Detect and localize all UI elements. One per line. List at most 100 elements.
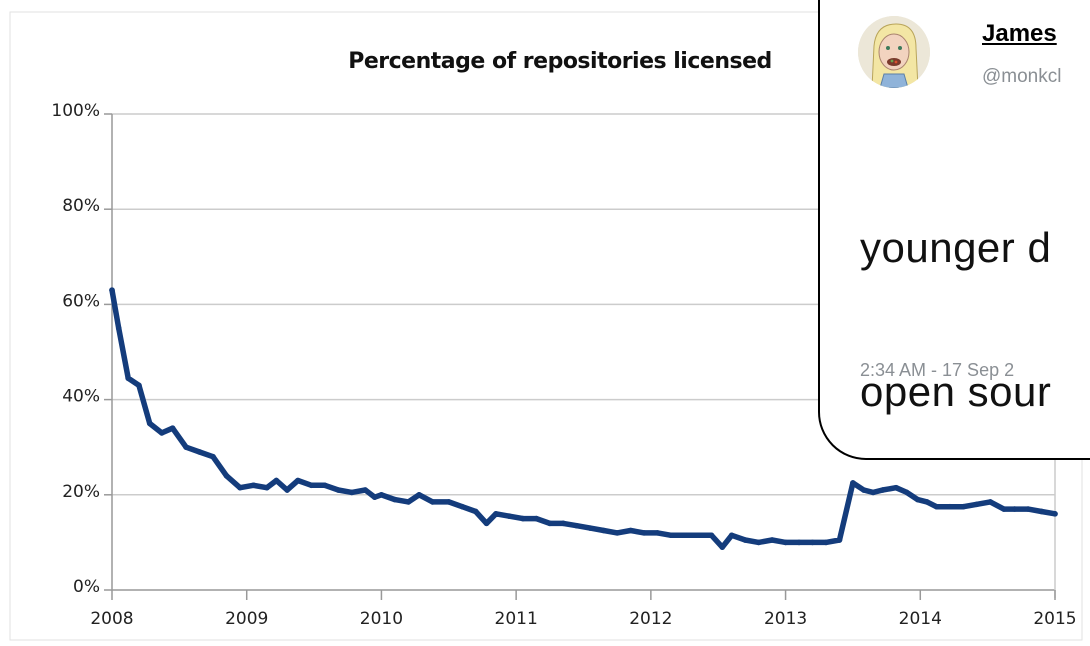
- data-point: [237, 484, 243, 491]
- y-tick-label: 20%: [62, 482, 100, 502]
- x-tick-label: 2011: [495, 609, 538, 629]
- data-point: [879, 487, 886, 493]
- data-point: [695, 532, 701, 539]
- data-point: [264, 484, 270, 491]
- data-point: [273, 477, 280, 484]
- data-point: [641, 530, 647, 536]
- data-point: [893, 484, 899, 491]
- data-point: [1052, 511, 1058, 517]
- y-tick-label: 100%: [51, 101, 100, 121]
- data-point: [405, 499, 412, 505]
- data-point: [974, 501, 980, 508]
- chart-title: Percentage of repositories licensed: [348, 49, 772, 74]
- x-tick-label: 2008: [90, 609, 133, 629]
- data-point: [115, 325, 122, 332]
- data-point: [1011, 506, 1018, 512]
- data-point: [284, 487, 290, 493]
- data-point: [924, 499, 930, 505]
- cartoon-avatar-icon[interactable]: [858, 16, 930, 88]
- data-point: [520, 515, 526, 522]
- data-point: [533, 515, 540, 522]
- data-point: [250, 482, 257, 489]
- data-point: [614, 530, 620, 536]
- x-tick-label: 2010: [360, 609, 403, 629]
- data-point: [809, 539, 816, 546]
- data-point: [169, 425, 176, 431]
- data-point: [159, 430, 165, 436]
- data-point: [850, 480, 856, 486]
- x-tick-label: 2009: [225, 609, 268, 629]
- x-tick-label: 2013: [764, 609, 807, 629]
- tweet-text: younger d open sour governanc: [860, 128, 1061, 458]
- data-point: [416, 492, 422, 498]
- data-point: [668, 532, 674, 539]
- data-point: [681, 532, 688, 539]
- data-point: [183, 444, 189, 451]
- x-tick-label: 2015: [1033, 609, 1076, 629]
- data-point: [914, 496, 921, 503]
- y-tick-label: 40%: [62, 387, 100, 407]
- data-point: [371, 494, 378, 500]
- x-tick-label: 2012: [629, 609, 672, 629]
- data-point: [933, 503, 940, 510]
- data-point: [547, 520, 553, 527]
- data-point: [223, 472, 230, 479]
- x-tick-label: 2014: [899, 609, 942, 629]
- data-point: [987, 499, 994, 505]
- data-point: [708, 532, 715, 539]
- y-tick-label: 0%: [73, 577, 100, 597]
- data-point: [136, 382, 142, 389]
- data-point: [947, 503, 953, 510]
- data-point: [728, 532, 735, 539]
- tweet-text-line: younger d: [860, 224, 1052, 271]
- data-point: [483, 520, 490, 527]
- data-point: [904, 489, 910, 496]
- data-point: [445, 499, 452, 505]
- data-point: [654, 530, 661, 536]
- data-point: [719, 544, 726, 550]
- data-point: [1025, 506, 1031, 512]
- data-point: [362, 487, 369, 493]
- data-point: [322, 482, 328, 489]
- data-point: [755, 539, 762, 546]
- data-point: [560, 520, 567, 527]
- y-tick-label: 80%: [62, 196, 100, 216]
- y-tick-label: 60%: [62, 291, 100, 311]
- data-point: [1001, 506, 1007, 512]
- tweet-timestamp[interactable]: 2:34 AM - 17 Sep 2: [860, 360, 1015, 380]
- data-point: [125, 375, 131, 381]
- data-point: [429, 499, 436, 505]
- data-point: [860, 487, 867, 493]
- data-point: [459, 503, 466, 510]
- data-point: [573, 522, 580, 529]
- data-point: [392, 496, 398, 503]
- data-point: [823, 539, 829, 546]
- data-point: [769, 537, 775, 543]
- data-point: [210, 453, 216, 460]
- data-point: [348, 489, 355, 496]
- data-point: [627, 527, 634, 534]
- data-point: [335, 487, 342, 493]
- data-point: [796, 539, 802, 546]
- data-point: [600, 527, 607, 534]
- data-point: [295, 477, 301, 484]
- data-point: [960, 503, 967, 510]
- data-point: [506, 513, 513, 520]
- user-handle[interactable]: @monkcl: [982, 66, 1062, 87]
- data-point: [196, 449, 203, 455]
- tweet-card[interactable]: James @monkcl younger d open sour govern…: [818, 0, 1090, 460]
- data-point: [308, 482, 315, 489]
- data-point: [472, 508, 479, 515]
- data-point: [870, 489, 876, 496]
- data-point: [146, 420, 153, 427]
- data-point: [1038, 508, 1045, 515]
- data-point: [493, 511, 499, 517]
- data-point: [782, 539, 789, 546]
- data-point: [587, 525, 594, 531]
- data-point: [836, 537, 843, 543]
- data-point: [109, 287, 115, 293]
- data-point: [742, 537, 748, 543]
- data-point: [378, 492, 385, 498]
- user-name[interactable]: James: [982, 20, 1057, 47]
- tweet-text-line: open sour: [860, 368, 1052, 415]
